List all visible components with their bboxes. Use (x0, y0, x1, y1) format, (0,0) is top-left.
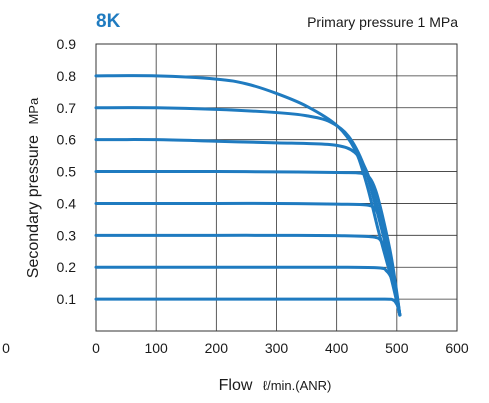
series-line-4 (94, 170, 402, 317)
origin-tick-label: 0 (2, 340, 10, 356)
y-tick-label: 0.4 (57, 195, 77, 211)
series-line-1 (94, 74, 402, 317)
x-tick-label: 100 (144, 340, 168, 356)
chart-subtitle: Primary pressure 1 MPa (307, 14, 458, 30)
chart-title: 8K (96, 11, 121, 32)
y-tick-label: 0.2 (57, 259, 77, 275)
x-tick-label: 0 (92, 340, 100, 356)
y-tick-label: 0.5 (57, 164, 77, 180)
series-line-5 (94, 201, 402, 317)
y-tick-label: 0.1 (57, 291, 77, 307)
series-line-8 (94, 297, 402, 317)
x-axis-unit: ℓ/min.(ANR) (263, 378, 331, 393)
series-line-6 (94, 233, 402, 317)
svg-text:Secondary pressure MPa: Secondary pressure MPa (25, 97, 42, 278)
y-tick-label: 0.7 (57, 100, 77, 116)
y-tick-label: 0.8 (57, 68, 77, 84)
y-tick-label: 0.9 (57, 36, 77, 52)
x-tick-label: 500 (385, 340, 409, 356)
plot-frame (95, 43, 458, 332)
x-axis-title: Flow ℓ/min.(ANR) (219, 377, 332, 394)
tick-labels: 0 100 200 300 400 500 600 0.1 0.2 0.3 0.4 0.5 0.6 0.7… (57, 36, 469, 356)
series-line-3 (94, 138, 402, 317)
y-axis-label: Secondary pressure (25, 135, 42, 278)
x-tick-label: 600 (445, 340, 469, 356)
series-line-7 (94, 265, 402, 317)
y-tick-label: 0.6 (57, 132, 77, 148)
x-tick-label: 400 (325, 340, 349, 356)
x-tick-label: 200 (205, 340, 229, 356)
y-tick-label: 0.3 (57, 227, 77, 243)
grid-lines (95, 43, 458, 331)
y-axis-unit: MPa (26, 97, 41, 125)
x-tick-label: 300 (265, 340, 289, 356)
x-axis-label: Flow (219, 377, 253, 394)
series-curves (94, 74, 402, 317)
y-axis-title: Secondary pressure MPa (25, 97, 42, 278)
